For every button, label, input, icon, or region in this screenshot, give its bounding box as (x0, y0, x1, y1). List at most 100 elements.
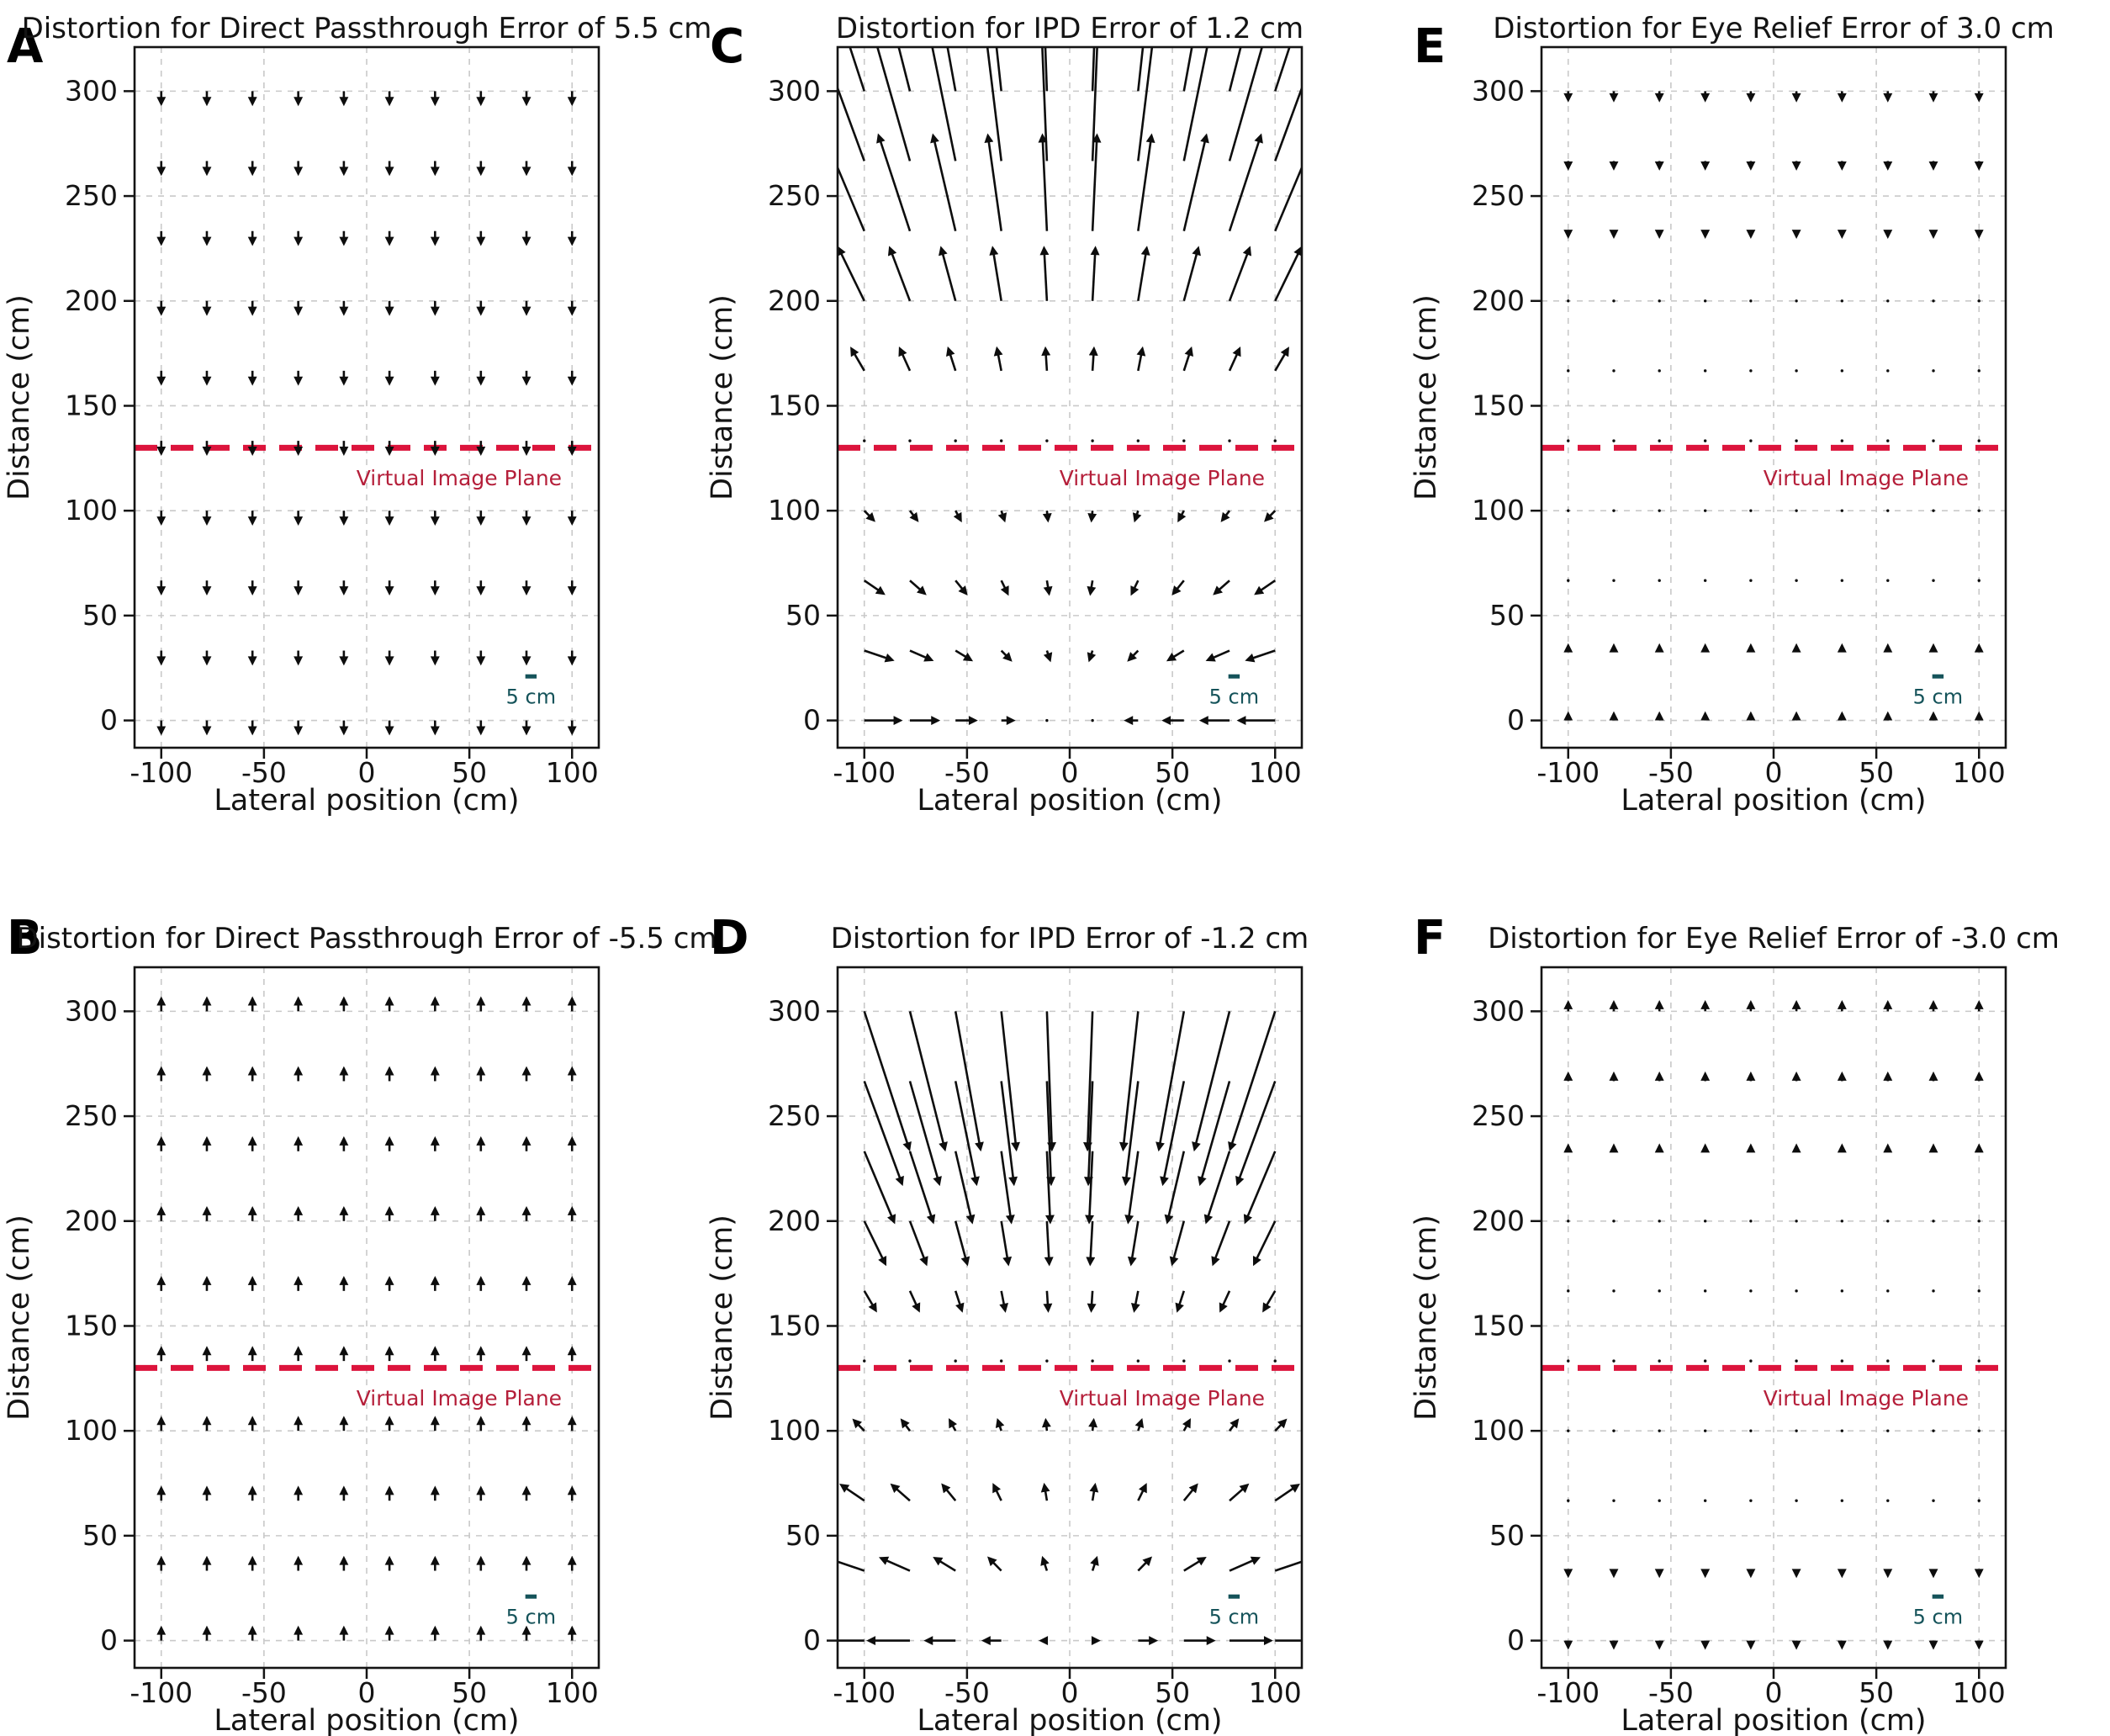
quiver-dot (1840, 1289, 1843, 1293)
panel-letter-C: C (710, 19, 744, 74)
x-tick-label: 0 (1764, 756, 1782, 789)
quiver-arrow (1175, 1290, 1186, 1313)
plot-area-E: Virtual Image Plane 5 cm (1541, 47, 2006, 748)
plot-area-A: Virtual Image Plane 5 cm (134, 47, 599, 748)
quiver-arrow (1220, 510, 1231, 522)
quiver-dot (1000, 439, 1003, 442)
y-tick-label: 50 (82, 1519, 118, 1552)
panel-title-F: Distortion for Eye Relief Error of -3.0 … (1488, 922, 2060, 955)
quiver-arrow (1211, 1220, 1231, 1267)
x-tick-label: 0 (357, 1676, 375, 1709)
y-tick-label: 250 (1472, 179, 1525, 212)
quiver-dot (1795, 369, 1798, 373)
quiver-arrow (1262, 1290, 1277, 1313)
quiver-arrow (955, 1011, 985, 1152)
quiver-arrow (1043, 1290, 1053, 1313)
quiver-dot (1703, 369, 1707, 373)
x-axis-label: Lateral position (cm) (918, 784, 1223, 818)
quiver-arrow (1038, 133, 1049, 231)
quiver-arrow (1264, 510, 1277, 522)
quiver-dot (1748, 1429, 1753, 1432)
plot-area-F: Virtual Image Plane 5 cm (1541, 967, 2006, 1668)
quiver-dot (1885, 509, 1890, 512)
quiver-arrow (1229, 47, 1264, 161)
quiver-arrow (1170, 1220, 1186, 1267)
quiver-dot (1182, 1359, 1186, 1363)
quiver-dot (1840, 369, 1843, 373)
quiver-dot (1566, 299, 1570, 303)
y-tick-label: 150 (65, 389, 118, 421)
quiver-arrow (1182, 47, 1193, 92)
quiver-arrow (1274, 164, 1303, 232)
y-tick-label: 100 (1472, 494, 1525, 527)
quiver-dot (1611, 1499, 1616, 1502)
quiver-dot (1658, 299, 1661, 303)
quiver-arrow (838, 246, 866, 302)
quiver-dot (1091, 439, 1095, 442)
quiver-arrow (1044, 47, 1049, 92)
quiver-arrow (1131, 1290, 1141, 1313)
quiver-dot (1611, 299, 1616, 303)
y-tick-label: 100 (768, 494, 821, 527)
x-tick-label: -100 (130, 756, 193, 789)
quiver-arrow (1000, 580, 1009, 596)
quiver-arrow (955, 580, 968, 595)
quiver-arrow (1235, 1080, 1277, 1187)
quiver-arrow (1001, 649, 1013, 662)
quiver-arrow (863, 1290, 878, 1313)
quiver-dot (1045, 439, 1049, 442)
quiver-dot (954, 1359, 958, 1363)
quiver-arrow (1042, 1417, 1052, 1432)
quiver-arrow (1229, 133, 1264, 232)
y-tick-label: 300 (1472, 994, 1525, 1027)
quiver-arrow (909, 1290, 921, 1313)
quiver-dot (1840, 299, 1843, 303)
quiver-arrow (1088, 1417, 1098, 1432)
quiver-arrow (1228, 1010, 1277, 1152)
quiver-arrow (1229, 246, 1252, 302)
quiver-arrow (1086, 1220, 1096, 1267)
quiver-dot (1658, 1499, 1661, 1502)
y-tick-label: 200 (768, 284, 821, 317)
quiver-dot (1931, 369, 1935, 373)
quiver-dot (1931, 1359, 1935, 1363)
quiver-arrow (1177, 510, 1187, 523)
y-tick-label: 300 (768, 74, 821, 107)
quiver-arrow (1245, 649, 1276, 663)
x-tick-label: 0 (1764, 1676, 1782, 1709)
quiver-arrow (986, 47, 1003, 161)
y-tick-label: 50 (1489, 1519, 1525, 1552)
quiver-arrow (1090, 1555, 1100, 1571)
quiver-arrow (992, 1483, 1003, 1501)
x-tick-label: -50 (944, 756, 990, 789)
quiver-dot (1566, 1289, 1570, 1293)
quiver-arrow (1229, 47, 1243, 92)
y-tick-label: 0 (1507, 1624, 1525, 1657)
x-tick-label: 100 (546, 756, 599, 789)
panel-letter-F: F (1414, 911, 1446, 966)
quiver-arrow (955, 1151, 976, 1225)
quiver-field-D (838, 1010, 1303, 1646)
panel-title-D: Distortion for IPD Error of -1.2 cm (831, 922, 1309, 955)
y-tick-label: 150 (65, 1309, 118, 1342)
quiver-dot (1931, 1220, 1935, 1223)
quiver-arrow (1041, 346, 1051, 371)
y-tick-label: 50 (1489, 599, 1525, 632)
y-tick-label: 300 (65, 994, 118, 1027)
quiver-arrow (995, 47, 1003, 92)
quiver-dot (1566, 1429, 1570, 1432)
quiver-arrow (1274, 347, 1290, 372)
y-tick-label: 0 (803, 704, 821, 737)
quiver-arrow (1044, 580, 1053, 596)
quiver-dot (1273, 1359, 1277, 1363)
quiver-plot-C: C Distortion for IPD Error of 1.2 cmVirtu… (706, 12, 1304, 818)
y-tick-label: 250 (65, 179, 118, 212)
quiver-dot (1658, 1289, 1661, 1293)
quiver-dot (1703, 1289, 1707, 1293)
quiver-arrow (946, 346, 957, 372)
quiver-arrow (1122, 1081, 1140, 1187)
quiver-arrow (1137, 246, 1150, 301)
quiver-arrow (933, 1557, 957, 1572)
virtual-image-plane-label: Virtual Image Plane (1060, 1386, 1265, 1410)
